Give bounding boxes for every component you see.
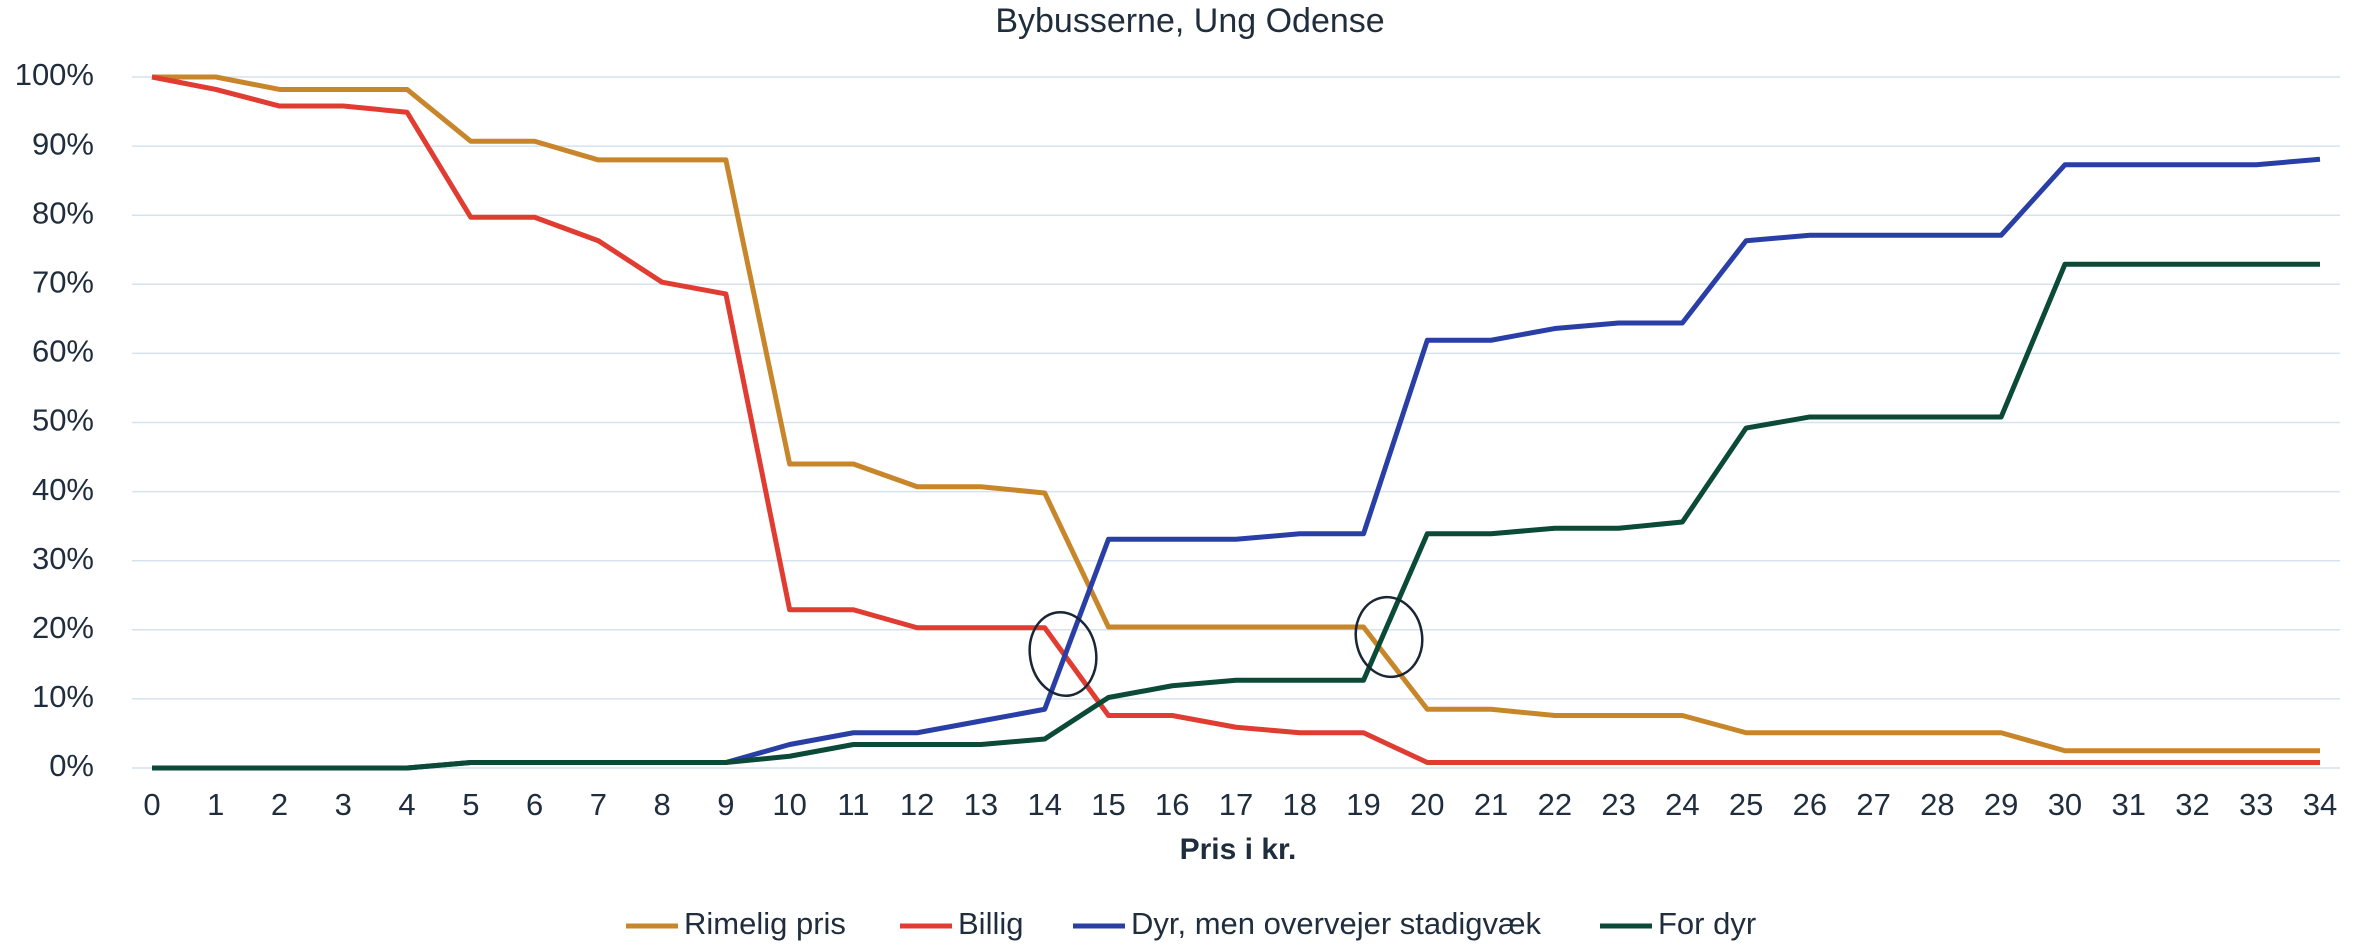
x-tick-label: 4 bbox=[398, 787, 415, 822]
x-tick-label: 24 bbox=[1665, 787, 1699, 822]
x-tick-label: 21 bbox=[1474, 787, 1508, 822]
x-tick-label: 9 bbox=[717, 787, 734, 822]
series-line bbox=[152, 74, 2320, 754]
x-tick-label: 2 bbox=[271, 787, 288, 822]
x-tick-label: 6 bbox=[526, 787, 543, 822]
x-tick-label: 5 bbox=[462, 787, 479, 822]
legend-item: Billig bbox=[900, 906, 1023, 941]
x-tick-label: 10 bbox=[772, 787, 806, 822]
y-tick-label: 80% bbox=[32, 195, 94, 230]
x-tick-label: 3 bbox=[335, 787, 352, 822]
x-tick-label: 15 bbox=[1091, 787, 1125, 822]
y-tick-label: 0% bbox=[49, 748, 94, 783]
x-tick-label: 25 bbox=[1729, 787, 1763, 822]
x-tick-label: 20 bbox=[1410, 787, 1444, 822]
series-line bbox=[152, 261, 2320, 771]
x-tick-label: 11 bbox=[837, 787, 869, 822]
x-tick-label: 26 bbox=[1793, 787, 1827, 822]
series-line bbox=[152, 156, 2321, 771]
x-axis-label: Pris i kr. bbox=[1180, 833, 1297, 866]
x-tick-label: 34 bbox=[2303, 787, 2337, 822]
chart-title: Bybusserne, Ung Odense bbox=[995, 2, 1384, 40]
x-tick-label: 16 bbox=[1155, 787, 1189, 822]
x-tick-label: 32 bbox=[2175, 787, 2209, 822]
y-tick-label: 50% bbox=[32, 403, 94, 438]
y-tick-label: 100% bbox=[15, 57, 94, 92]
y-tick-label: 10% bbox=[32, 679, 94, 714]
legend-item: Rimelig pris bbox=[626, 906, 846, 941]
x-tick-label: 1 bbox=[207, 787, 224, 822]
x-tick-label: 18 bbox=[1283, 787, 1317, 822]
x-tick-label: 14 bbox=[1027, 787, 1061, 822]
legend-label: For dyr bbox=[1658, 906, 1756, 941]
x-tick-label: 19 bbox=[1346, 787, 1380, 822]
legend-item: Dyr, men overvejer stadigvæk bbox=[1073, 906, 1542, 941]
x-tick-label: 30 bbox=[2048, 787, 2082, 822]
legend-label: Billig bbox=[958, 906, 1023, 941]
legend-label: Rimelig pris bbox=[684, 906, 846, 941]
y-tick-label: 20% bbox=[32, 610, 94, 645]
annotation-circle bbox=[1354, 595, 1424, 679]
x-tick-label: 23 bbox=[1601, 787, 1635, 822]
y-tick-label: 40% bbox=[32, 472, 94, 507]
x-tick-label: 8 bbox=[653, 787, 670, 822]
x-tick-label: 0 bbox=[143, 787, 160, 822]
x-tick-label: 29 bbox=[1984, 787, 2018, 822]
x-tick-label: 12 bbox=[900, 787, 934, 822]
x-tick-label: 22 bbox=[1538, 787, 1572, 822]
series-line bbox=[151, 74, 2320, 765]
y-tick-label: 30% bbox=[32, 541, 94, 576]
legend-label: Dyr, men overvejer stadigvæk bbox=[1131, 906, 1542, 941]
x-tick-label: 13 bbox=[964, 787, 998, 822]
x-tick-label: 28 bbox=[1920, 787, 1954, 822]
plot-area: 0%10%20%30%40%50%60%70%80%90%100%0 1 2 3 4 5 6… bbox=[15, 57, 2340, 822]
x-tick-label: 33 bbox=[2239, 787, 2273, 822]
y-tick-label: 70% bbox=[32, 264, 94, 299]
y-tick-label: 60% bbox=[32, 334, 94, 369]
x-tick-label: 27 bbox=[1856, 787, 1890, 822]
x-tick-label: 7 bbox=[590, 787, 607, 822]
x-tick-label: 17 bbox=[1219, 787, 1253, 822]
legend-item: For dyr bbox=[1600, 906, 1756, 941]
x-tick-label: 31 bbox=[2111, 787, 2145, 822]
annotation-circle bbox=[1028, 610, 1098, 698]
y-tick-label: 90% bbox=[32, 126, 94, 161]
